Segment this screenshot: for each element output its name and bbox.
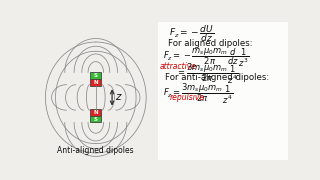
Text: S: S — [94, 116, 98, 122]
Text: attractive: attractive — [159, 62, 196, 71]
Text: N: N — [93, 110, 98, 115]
Text: S: S — [94, 73, 98, 78]
Text: $= \dfrac{3m_s\mu_0 m_m}{2\pi}\dfrac{1}{z^4}$: $= \dfrac{3m_s\mu_0 m_m}{2\pi}\dfrac{1}{… — [176, 62, 238, 86]
Text: $z$: $z$ — [115, 93, 123, 102]
Text: For anti-aligned dipoles:: For anti-aligned dipoles: — [165, 73, 269, 82]
Text: $F_z = -\dfrac{m_s\mu_0 m_m}{2\pi}\dfrac{d}{dz}\dfrac{1}{z^3}$: $F_z = -\dfrac{m_s\mu_0 m_m}{2\pi}\dfrac… — [163, 47, 249, 69]
Bar — [90, 116, 101, 122]
Text: N: N — [93, 80, 98, 85]
Text: $F_z = -\dfrac{dU}{dz}$: $F_z = -\dfrac{dU}{dz}$ — [169, 23, 214, 44]
Bar — [90, 79, 101, 86]
Text: repulsive: repulsive — [169, 93, 204, 102]
Bar — [90, 72, 101, 79]
Bar — [90, 109, 101, 116]
Text: For aligned dipoles:: For aligned dipoles: — [168, 39, 252, 48]
Bar — [158, 22, 288, 160]
Text: $F_z = \dfrac{3m_s\mu_0 m_m}{2\pi}\dfrac{1}{z^4}$: $F_z = \dfrac{3m_s\mu_0 m_m}{2\pi}\dfrac… — [163, 82, 234, 106]
Text: Anti-aligned dipoles: Anti-aligned dipoles — [58, 146, 134, 155]
